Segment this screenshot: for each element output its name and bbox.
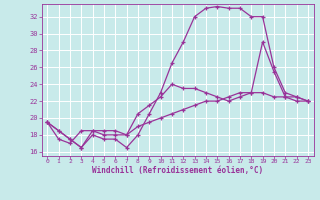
X-axis label: Windchill (Refroidissement éolien,°C): Windchill (Refroidissement éolien,°C) bbox=[92, 166, 263, 175]
